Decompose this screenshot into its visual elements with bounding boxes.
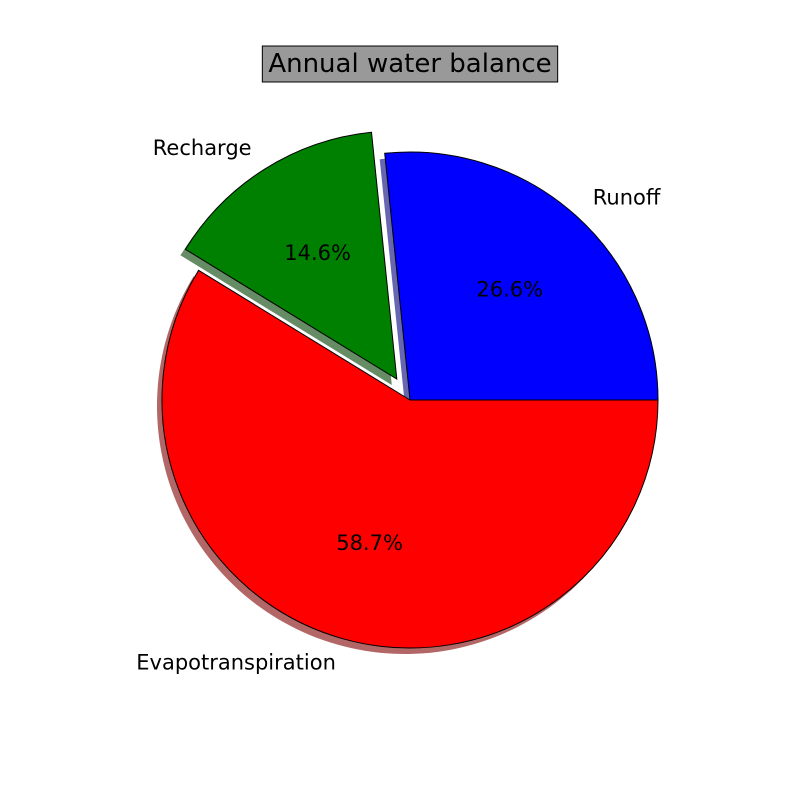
category-label-recharge: Recharge	[153, 136, 252, 160]
slice-recharge	[184, 131, 398, 380]
category-label-runoff: Runoff	[593, 185, 661, 209]
pct-label-runoff: 26.6%	[476, 278, 543, 302]
slice-runoff	[384, 151, 659, 401]
chart-title-box	[261, 45, 559, 83]
slices	[161, 131, 659, 649]
category-label-evapotranspiration: Evapotranspiration	[136, 651, 336, 675]
pct-label-evapotranspiration: 58.7%	[336, 531, 403, 555]
slice-evapotranspiration	[161, 269, 659, 649]
slice-labels: 26.6% Runoff 14.6% Recharge 58.7% Evapotransp…	[136, 136, 661, 674]
pct-label-recharge: 14.6%	[284, 241, 351, 265]
chart-title: Annual water balance	[268, 49, 551, 79]
chart-title-group: Annual water balance	[261, 45, 559, 83]
